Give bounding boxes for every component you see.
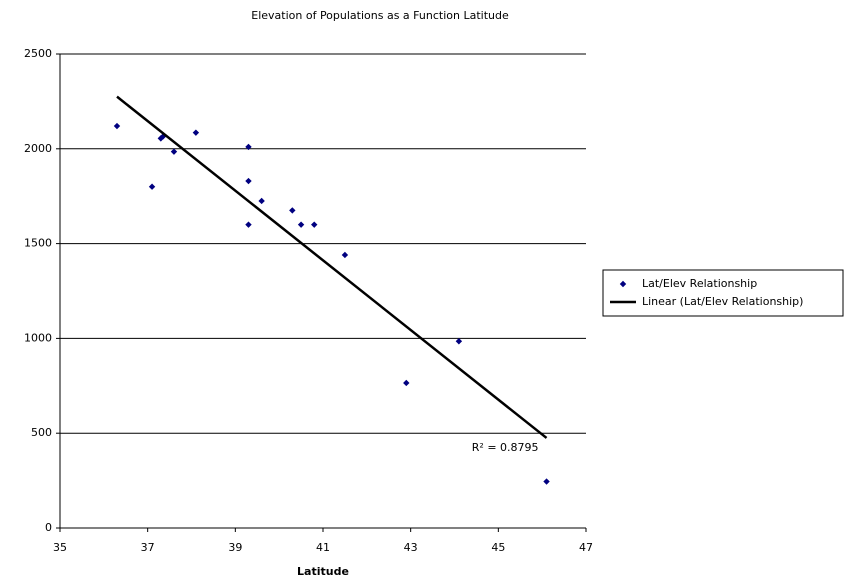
x-tick-label: 45 <box>491 541 505 554</box>
y-tick-label: 1000 <box>24 331 52 344</box>
x-tick-label: 47 <box>579 541 593 554</box>
legend-marker <box>619 280 627 288</box>
y-tick-label: 500 <box>31 426 52 439</box>
x-tick-label: 37 <box>141 541 155 554</box>
point <box>311 221 318 228</box>
point <box>113 122 121 130</box>
chart-title: Elevation of Populations as a Function L… <box>251 9 509 22</box>
point <box>289 207 296 214</box>
y-tick-label: 1500 <box>24 237 52 250</box>
point <box>245 221 252 228</box>
y-tick-label: 2000 <box>24 142 52 155</box>
point <box>341 251 349 259</box>
x-axis-label: Latitude <box>297 565 349 578</box>
x-tick-label: 41 <box>316 541 330 554</box>
y-tick-label: 2500 <box>24 47 52 60</box>
point <box>245 177 252 185</box>
legend-box <box>602 269 844 317</box>
point <box>192 129 200 136</box>
point <box>170 148 178 155</box>
point <box>543 478 550 485</box>
point <box>297 221 305 228</box>
point <box>148 183 156 190</box>
x-tick-label: 43 <box>404 541 418 554</box>
x-tick-label: 35 <box>53 541 67 554</box>
point <box>245 143 252 151</box>
point <box>455 338 463 345</box>
point <box>403 379 410 387</box>
legend-label: Linear (Lat/Elev Relationship) <box>642 295 803 308</box>
point <box>258 197 265 205</box>
r2-label: R² = 0.8795 <box>472 441 539 454</box>
trendline <box>116 95 548 439</box>
x-tick-label: 39 <box>228 541 242 554</box>
legend-label: Lat/Elev Relationship <box>642 277 757 290</box>
y-tick-label: 0 <box>45 521 52 534</box>
